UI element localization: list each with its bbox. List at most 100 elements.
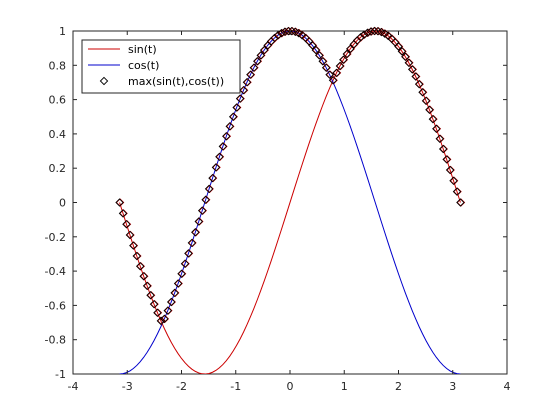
- marker: [153, 308, 162, 317]
- marker: [421, 96, 431, 106]
- marker: [211, 163, 221, 172]
- marker: [225, 122, 234, 131]
- x-tick-label: 3: [449, 380, 456, 393]
- marker: [339, 55, 348, 64]
- marker: [156, 316, 166, 326]
- marker: [180, 259, 190, 268]
- marker: [194, 217, 203, 226]
- marker: [411, 72, 420, 81]
- marker: [191, 228, 200, 237]
- marker: [218, 142, 228, 151]
- marker: [166, 297, 176, 307]
- marker: [435, 134, 445, 143]
- marker: [197, 206, 207, 215]
- legend-entry: cos(t): [88, 59, 159, 72]
- x-tick-label: -1: [230, 380, 241, 393]
- marker: [201, 195, 210, 205]
- marker: [208, 173, 217, 183]
- marker: [256, 51, 265, 60]
- x-tick-label: -3: [122, 380, 133, 393]
- marker: [394, 42, 403, 51]
- y-tick-label: -0.8: [45, 334, 66, 347]
- marker: [232, 103, 241, 112]
- marker: [359, 30, 369, 39]
- marker: [366, 27, 376, 36]
- marker: [425, 105, 434, 115]
- marker: [177, 269, 186, 278]
- legend-label: sin(t): [128, 43, 157, 56]
- marker: [452, 187, 462, 196]
- legend-entry: max(sin(t),cos(t)): [99, 75, 224, 88]
- marker: [142, 281, 152, 291]
- marker: [363, 28, 372, 37]
- marker: [356, 32, 365, 42]
- marker: [249, 63, 259, 72]
- marker: [239, 85, 248, 95]
- y-tick-label: -0.6: [45, 299, 66, 312]
- marker: [335, 61, 345, 71]
- marker: [346, 44, 355, 54]
- marker: [173, 279, 183, 288]
- marker: [407, 65, 417, 74]
- marker: [160, 314, 169, 324]
- series-markers-max_sin_cos: [115, 26, 466, 326]
- marker: [321, 63, 331, 72]
- marker: [215, 152, 224, 162]
- marker: [242, 77, 252, 87]
- marker: [277, 28, 286, 38]
- legend-label: cos(t): [128, 59, 159, 72]
- marker: [318, 57, 327, 66]
- marker: [146, 290, 155, 300]
- marker: [438, 144, 448, 154]
- axis-ticks: -4 -3 -2 -1 0 1 2 3 4 -1 -0.8 -0.6 -0.4 -0.2 0 0.2 0.4 0.…: [45, 25, 511, 393]
- marker: [456, 198, 465, 207]
- y-tick-label: 0.2: [49, 162, 67, 175]
- x-tick-label: -2: [176, 380, 187, 393]
- x-tick-label: 4: [504, 380, 511, 393]
- legend: sin(t) cos(t) max(sin(t),cos(t)): [81, 39, 241, 94]
- marker: [442, 155, 451, 164]
- marker: [328, 76, 338, 85]
- marker: [311, 45, 321, 55]
- marker: [370, 26, 379, 36]
- legend-entry: sin(t): [88, 43, 157, 56]
- marker: [132, 251, 142, 261]
- marker: [246, 70, 255, 79]
- y-tick-label: -0.2: [45, 231, 66, 244]
- marker: [342, 49, 352, 59]
- y-tick-label: -1: [55, 368, 66, 381]
- marker: [163, 306, 173, 315]
- x-tick-label: -4: [68, 380, 79, 393]
- marker: [228, 112, 238, 121]
- x-tick-label: 2: [395, 380, 402, 393]
- marker: [404, 58, 414, 68]
- marker: [115, 198, 124, 207]
- y-tick-label: 0.4: [49, 128, 67, 141]
- marker: [297, 30, 307, 40]
- marker: [315, 51, 324, 60]
- marker: [401, 52, 410, 62]
- y-tick-label: -0.4: [45, 265, 66, 278]
- legend-swatch-marker: [99, 76, 109, 86]
- marker: [235, 94, 245, 103]
- marker: [204, 184, 214, 194]
- plot-area: [115, 26, 466, 374]
- marker: [280, 27, 290, 37]
- marker: [432, 124, 441, 134]
- marker: [129, 241, 138, 250]
- marker: [397, 47, 407, 56]
- marker: [125, 230, 135, 240]
- marker: [332, 68, 341, 78]
- marker: [284, 26, 293, 36]
- marker: [445, 165, 455, 175]
- legend-label: max(sin(t),cos(t)): [128, 75, 224, 88]
- marker: [273, 30, 283, 40]
- marker: [184, 249, 193, 258]
- marker: [253, 57, 262, 66]
- marker: [308, 41, 317, 50]
- marker: [149, 299, 159, 309]
- marker: [135, 262, 145, 271]
- marker: [449, 176, 458, 186]
- marker: [170, 288, 179, 298]
